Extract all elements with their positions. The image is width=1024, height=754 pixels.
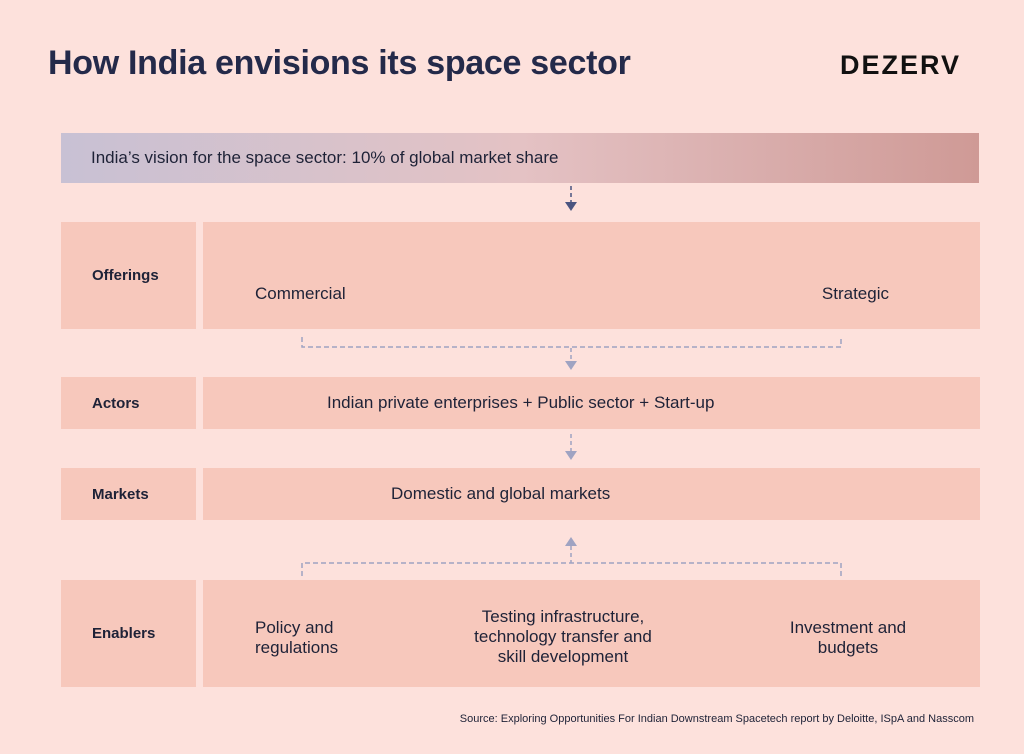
label-enablers: Enablers	[61, 580, 196, 687]
actors-text: Indian private enterprises + Public sect…	[327, 393, 715, 412]
enablers-box: Policy and regulations Testing infrastru…	[203, 580, 980, 687]
page-title: How India envisions its space sector	[48, 44, 631, 82]
enabler-investment: Investment and budgets	[789, 618, 907, 657]
brand-logo: DEZERV	[840, 50, 962, 80]
enablers-top-bracket	[301, 562, 842, 576]
vision-banner: India’s vision for the space sector: 10%…	[61, 133, 979, 183]
arrow-down-icon	[565, 202, 577, 211]
arrow-down-icon	[565, 451, 577, 460]
offering-strategic: Strategic	[821, 284, 889, 303]
enabler-policy: Policy and regulations	[255, 618, 339, 657]
label-markets: Markets	[61, 468, 196, 520]
label-offerings-text: Offerings	[92, 267, 159, 284]
arrow-up-icon	[565, 537, 577, 546]
markets-text: Domestic and global markets	[391, 484, 611, 503]
enabler-testing-infrastructure: Testing infrastructure, technology trans…	[474, 607, 652, 666]
offering-commercial: Commercial	[255, 284, 346, 303]
actors-box: Indian private enterprises + Public sect…	[203, 377, 980, 429]
source-footnote: Source: Exploring Opportunities For Indi…	[459, 713, 974, 725]
label-actors-text: Actors	[92, 394, 140, 412]
vision-text: India’s vision for the space sector: 10%…	[91, 148, 559, 167]
label-offerings: Offerings	[61, 222, 196, 329]
label-markets-text: Markets	[92, 485, 149, 503]
offerings-bottom-bracket	[301, 337, 842, 348]
label-actors: Actors	[61, 377, 196, 429]
arrow-down-icon	[565, 361, 577, 370]
label-enablers-text: Enablers	[92, 625, 156, 642]
offerings-box: Commercial Strategic	[203, 222, 980, 329]
markets-box: Domestic and global markets	[203, 468, 980, 520]
